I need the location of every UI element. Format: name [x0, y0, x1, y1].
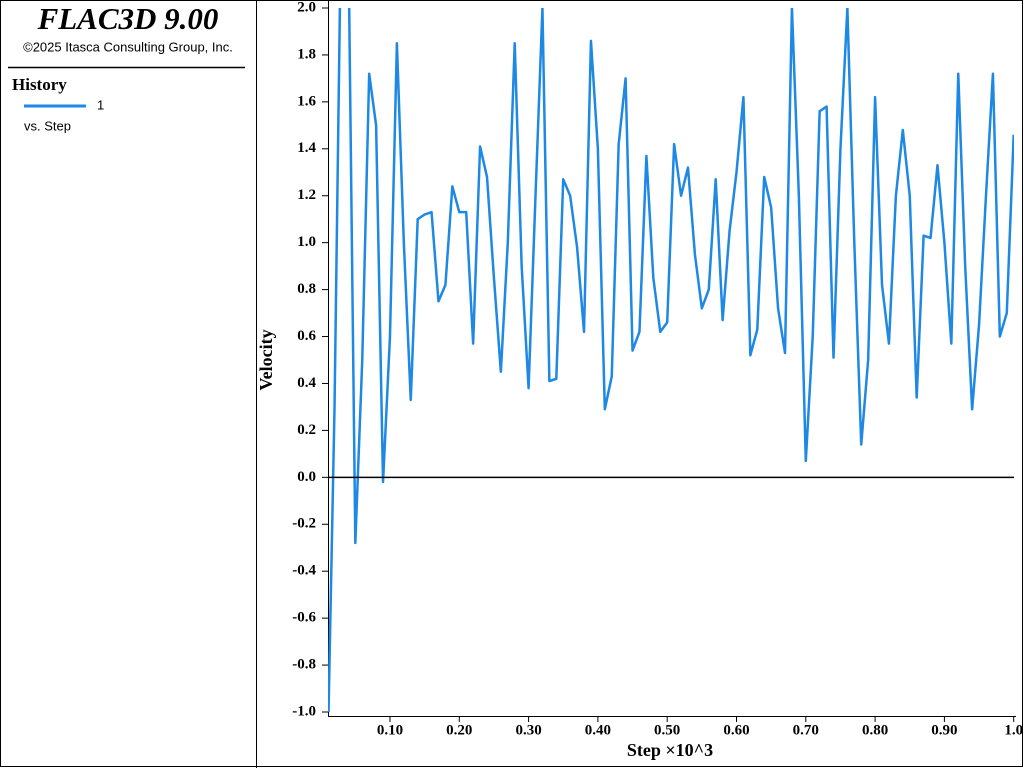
y-tick-label: 2.0 — [297, 0, 316, 15]
y-tick-label: -1.0 — [292, 703, 316, 719]
y-tick-label: 1.8 — [297, 46, 316, 62]
x-tick-label: 0.60 — [723, 722, 749, 738]
y-tick-label: 1.0 — [297, 234, 316, 250]
x-tick-label: 0.90 — [931, 722, 957, 738]
y-tick-label: 0.2 — [297, 422, 316, 438]
data-line — [328, 8, 1014, 712]
x-axis-label: Step ×10^3 — [627, 740, 713, 760]
y-tick-label: 0.8 — [297, 281, 316, 297]
y-tick-label: -0.4 — [292, 563, 316, 579]
x-tick-label: 0.80 — [862, 722, 888, 738]
x-tick-label: 0.10 — [377, 722, 403, 738]
x-tick-label: 0.20 — [446, 722, 472, 738]
x-tick-label: 0.50 — [654, 722, 680, 738]
x-tick-label: 0.40 — [585, 722, 611, 738]
legend-title: History — [12, 75, 67, 94]
y-tick-label: 1.4 — [297, 140, 316, 156]
y-tick-label: 0.4 — [297, 375, 316, 391]
copyright: ©2025 Itasca Consulting Group, Inc. — [23, 39, 233, 54]
y-tick-label: 1.6 — [297, 93, 316, 109]
y-axis-label: Velocity — [256, 329, 276, 390]
legend-subtitle: vs. Step — [24, 118, 71, 133]
y-tick-label: 0.0 — [297, 469, 316, 485]
plot-area — [328, 8, 1014, 712]
x-tick-label: 0.70 — [793, 722, 819, 738]
legend-label: 1 — [97, 97, 104, 112]
y-tick-label: -0.6 — [292, 610, 316, 626]
app-title: FLAC3D 9.00 — [37, 1, 219, 36]
y-tick-label: 1.2 — [297, 187, 316, 203]
x-tick-label: 1.0 — [1004, 722, 1023, 738]
y-tick-label: -0.8 — [292, 657, 316, 673]
y-tick-label: 0.6 — [297, 328, 316, 344]
y-tick-label: -0.2 — [292, 516, 316, 532]
x-tick-label: 0.30 — [515, 722, 541, 738]
